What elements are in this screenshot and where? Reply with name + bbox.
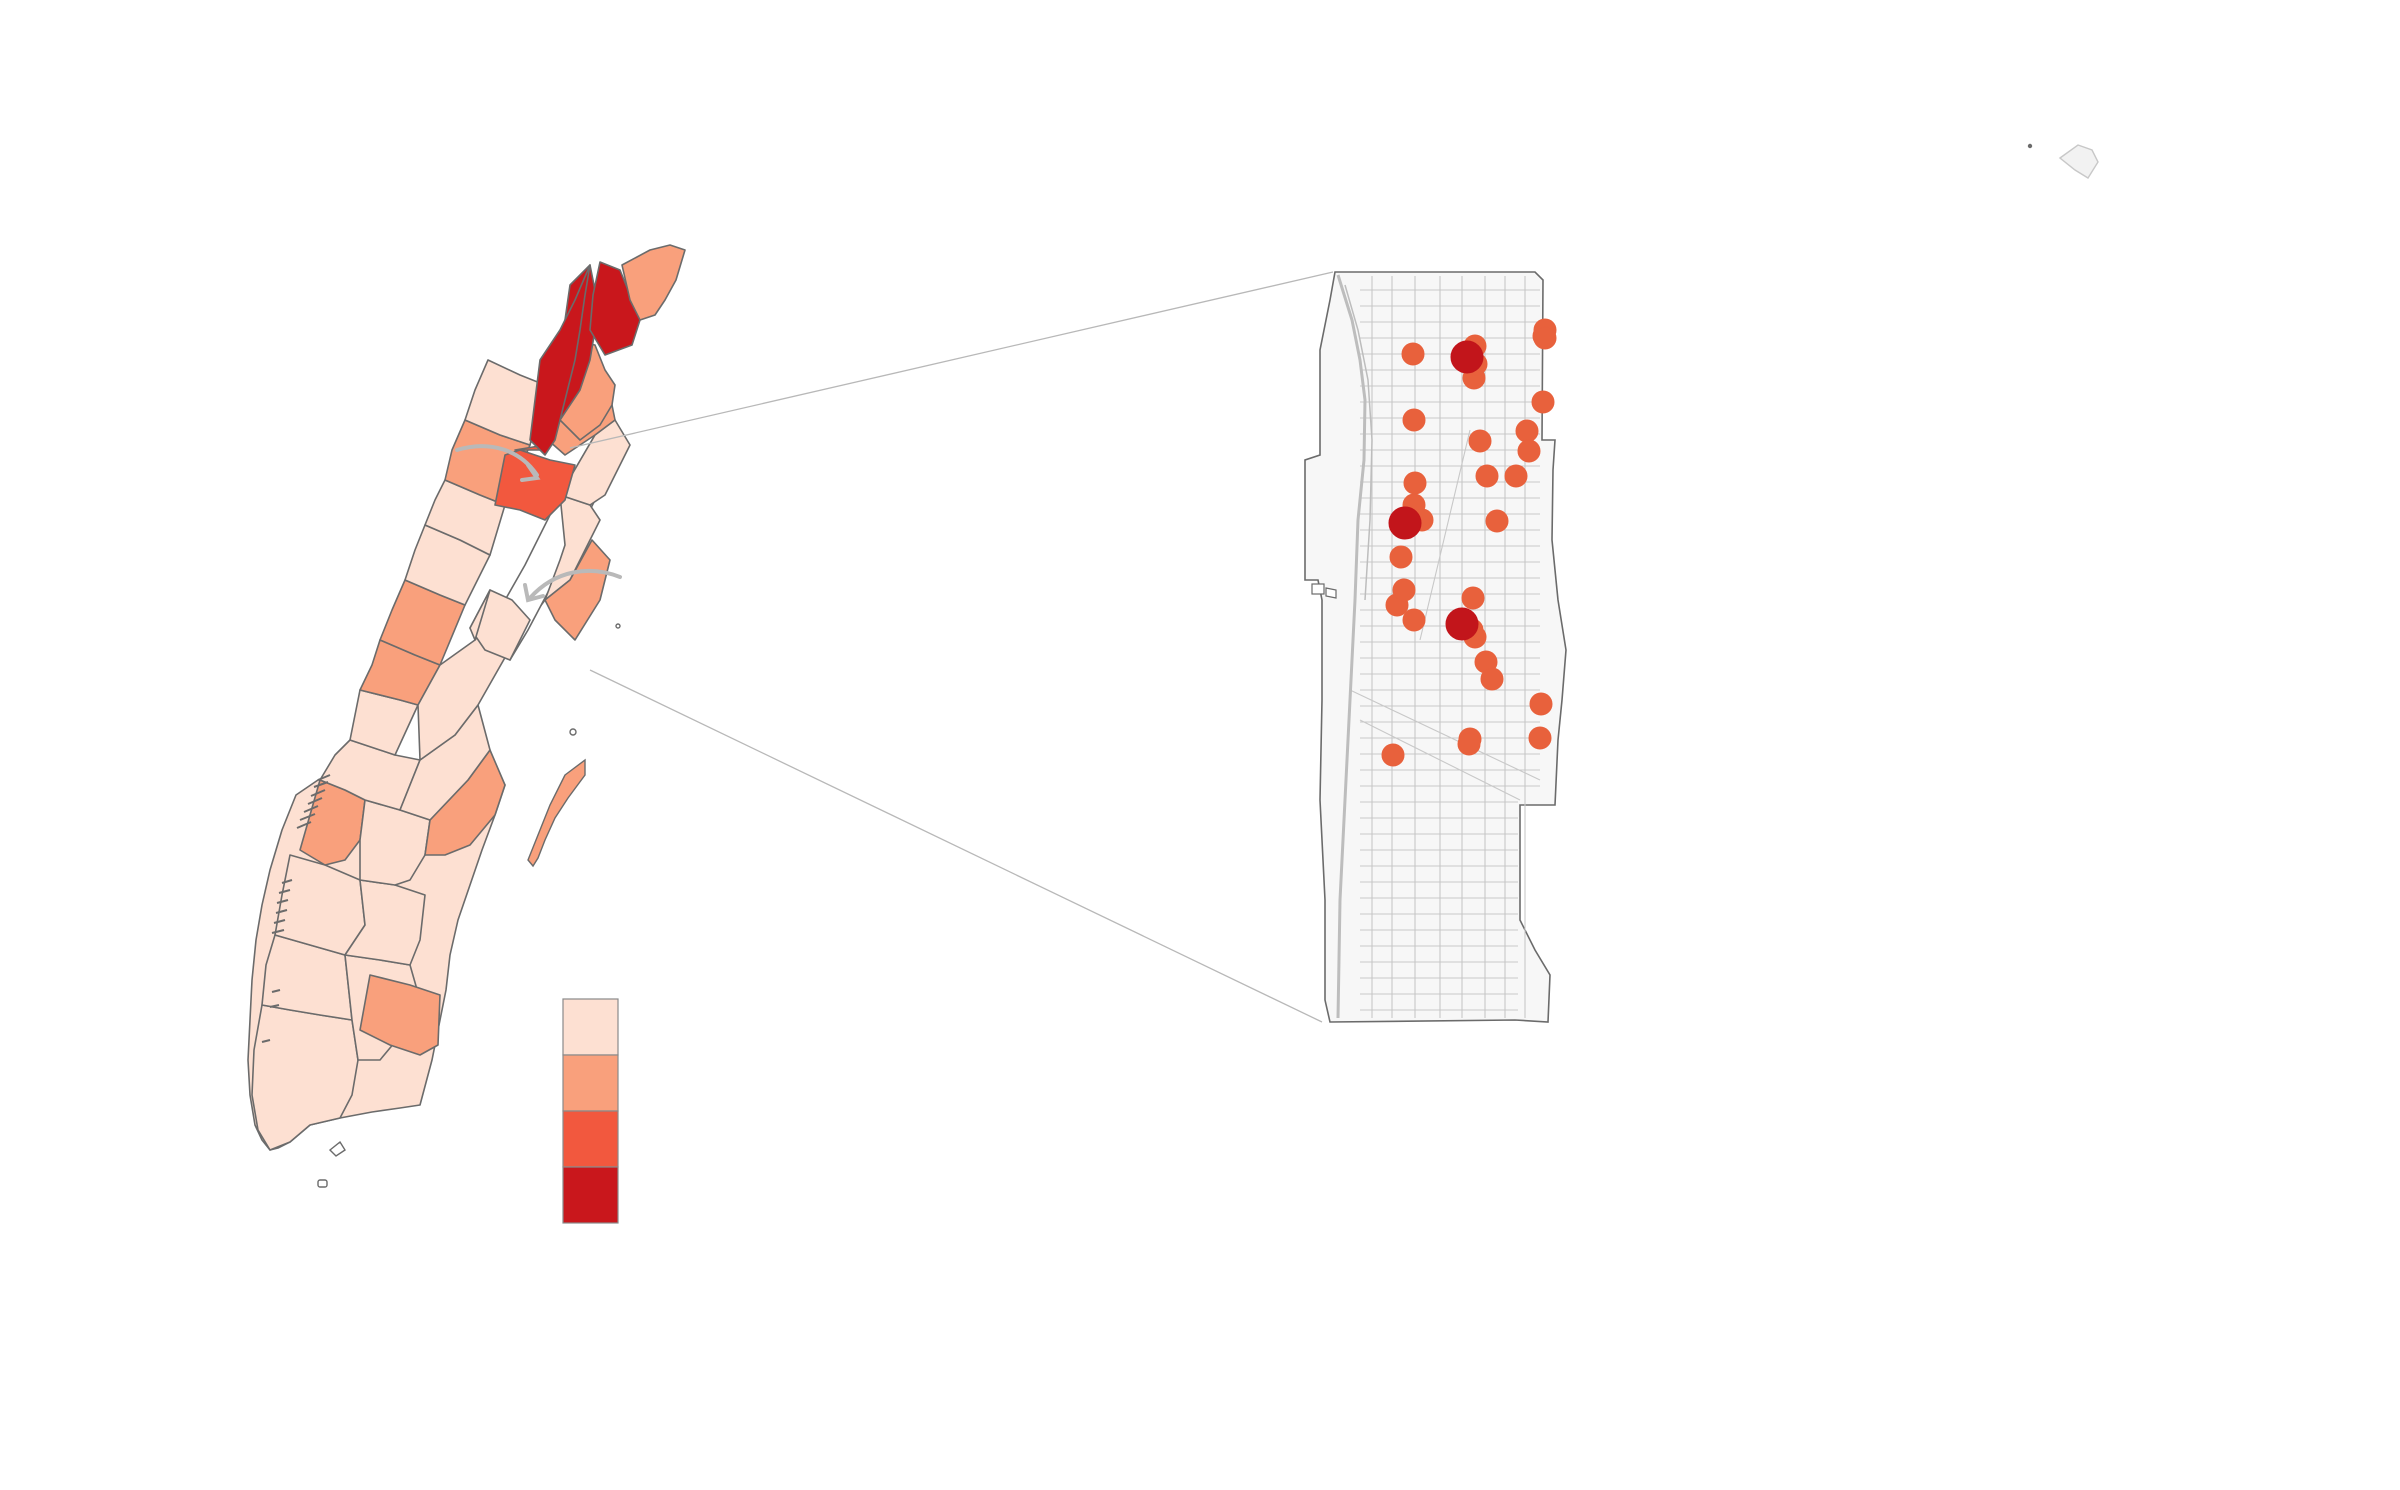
inset-point — [1475, 464, 1499, 488]
district-washington-heights — [529, 264, 591, 456]
street — [1359, 719, 1521, 801]
roosevelt-island — [527, 758, 586, 868]
district-chelsea — [319, 739, 421, 811]
district-marble-hill — [621, 244, 686, 321]
inset-outline — [1304, 271, 1567, 1023]
inset-points — [1381, 318, 1557, 767]
legend-swatch — [562, 998, 619, 1056]
inset-point — [1402, 608, 1426, 632]
inset-highway — [1336, 274, 1367, 1019]
district-ues-low — [544, 539, 611, 641]
inset-point — [1504, 464, 1528, 488]
street — [1349, 689, 1541, 781]
district-uws-top — [464, 359, 546, 446]
district-east-village — [344, 879, 426, 966]
flow-arrows — [455, 444, 622, 603]
legend-swatch — [562, 1054, 619, 1112]
inset-point — [1480, 667, 1504, 691]
inset-point-large — [1450, 340, 1484, 374]
inset-point — [1402, 408, 1426, 432]
inset-point — [1533, 326, 1557, 350]
west-side-piers — [261, 774, 331, 1043]
inset-point — [1401, 342, 1425, 366]
inset-point — [1403, 471, 1427, 495]
district-financial — [251, 1004, 359, 1151]
street — [1419, 429, 1471, 641]
inset-point — [1392, 578, 1416, 602]
inset-point — [1381, 743, 1405, 767]
district-lower-east-side — [359, 974, 441, 1056]
district-inwood — [589, 261, 641, 356]
arrow-out-icon — [528, 568, 622, 600]
inset-point — [1531, 390, 1555, 414]
district-hamilton-heights — [494, 449, 576, 521]
inset-streets — [1349, 276, 1541, 1018]
district-ues-strip — [469, 589, 491, 641]
inset-point — [1485, 509, 1509, 533]
inset-point — [1461, 586, 1485, 610]
inset-point — [1529, 692, 1553, 716]
inset-point-large — [1388, 506, 1422, 540]
inset-street-map — [1304, 271, 1567, 1023]
legend-swatch — [562, 1166, 619, 1224]
legend-swatch — [562, 1110, 619, 1168]
inset-point-large — [1445, 607, 1479, 641]
inset-point — [1517, 439, 1541, 463]
callout-lines — [569, 271, 1334, 1023]
inset-point — [1389, 545, 1413, 569]
inset-point — [1468, 429, 1492, 453]
small-islands — [317, 143, 2099, 1188]
manhattan-choropleth — [247, 244, 686, 1151]
inset-point — [1515, 419, 1539, 443]
inset-point — [1528, 726, 1552, 750]
legend — [562, 998, 619, 1224]
inset-point — [1457, 732, 1481, 756]
